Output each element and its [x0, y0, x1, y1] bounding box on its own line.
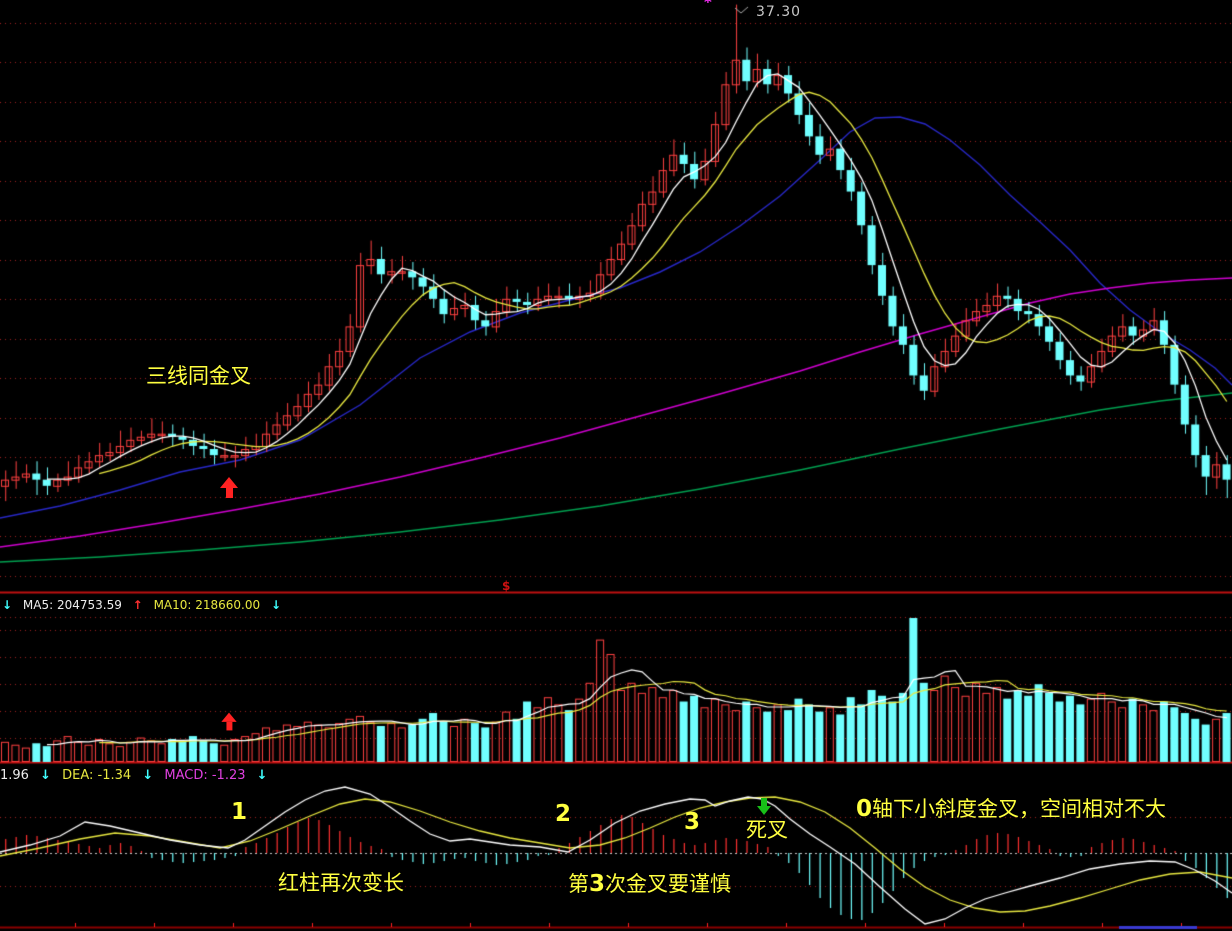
macd-header: 1.96 ↓ DEA: -1.34 ↓ MACD: -1.23 ↓ — [0, 768, 275, 783]
dea-value-label: DEA: -1.34 — [62, 768, 132, 783]
third-cross-note-pre: 第 — [568, 872, 589, 896]
dividend-marker-icon: $ — [502, 579, 511, 593]
third-cross-note: 第3次金叉要谨慎 — [568, 873, 731, 896]
down-arrow-icon: ↓ — [40, 768, 51, 783]
buy-signal-up-arrow-icon — [220, 477, 238, 498]
down-arrow-icon: ↓ — [142, 768, 154, 783]
death-cross-down-arrow-icon — [757, 798, 771, 815]
third-cross-note-number: 3 — [589, 871, 606, 897]
zero-axis-note-text: 轴下小斜度金叉，空间相对不大 — [872, 797, 1167, 821]
volume-ma5-label: MA5: 204753.59 — [22, 598, 122, 612]
peak-marker-icon: * — [704, 0, 712, 11]
down-arrow-icon: ↓ — [2, 598, 13, 612]
triple-golden-cross-annotation: 三线同金叉 — [146, 364, 251, 388]
down-arrow-icon: ↓ — [270, 598, 282, 612]
golden-cross-2-label: 2 — [555, 801, 572, 827]
volume-header: ↓ MA5: 204753.59 ↑ MA10: 218660.00 ↓ — [2, 598, 288, 612]
volume-signal-up-arrow-icon — [221, 712, 237, 731]
macd-value-label: MACD: -1.23 — [164, 768, 246, 783]
death-cross-label: 死叉 — [746, 818, 788, 842]
peak-price-label: 37.30 — [756, 4, 802, 20]
golden-cross-3-label: 3 — [684, 809, 701, 835]
up-arrow-icon: ↑ — [132, 598, 143, 612]
volume-ma10-label: MA10: 218660.00 — [153, 598, 261, 612]
golden-cross-1-label: 1 — [231, 799, 248, 825]
zero-axis-note: 0轴下小斜度金叉，空间相对不大 — [856, 798, 1166, 821]
red-bars-note: 红柱再次变长 — [278, 871, 404, 895]
down-arrow-icon: ↓ — [256, 768, 268, 783]
dif-value-label: 1.96 — [0, 768, 29, 783]
zero-axis-note-number: 0 — [856, 796, 873, 822]
third-cross-note-text: 次金叉要谨慎 — [605, 872, 732, 896]
